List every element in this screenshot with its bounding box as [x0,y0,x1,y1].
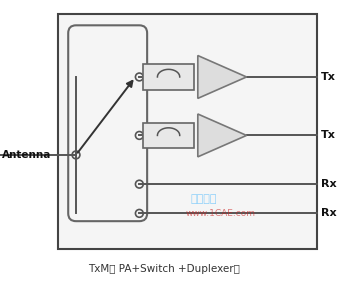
Polygon shape [198,55,247,98]
Polygon shape [198,114,247,157]
Text: TxM（ PA+Switch +Duplexer）: TxM（ PA+Switch +Duplexer） [88,264,240,274]
FancyBboxPatch shape [143,64,194,90]
Text: Rx: Rx [320,179,336,189]
Text: Antenna: Antenna [2,150,51,160]
Text: Tx: Tx [320,130,335,140]
Text: www.1CAE.com: www.1CAE.com [185,209,255,218]
FancyBboxPatch shape [143,123,194,148]
Text: 仿真在线: 仿真在线 [190,194,216,204]
Text: Tx: Tx [320,72,335,82]
Text: Rx: Rx [320,208,336,218]
FancyBboxPatch shape [58,14,317,249]
